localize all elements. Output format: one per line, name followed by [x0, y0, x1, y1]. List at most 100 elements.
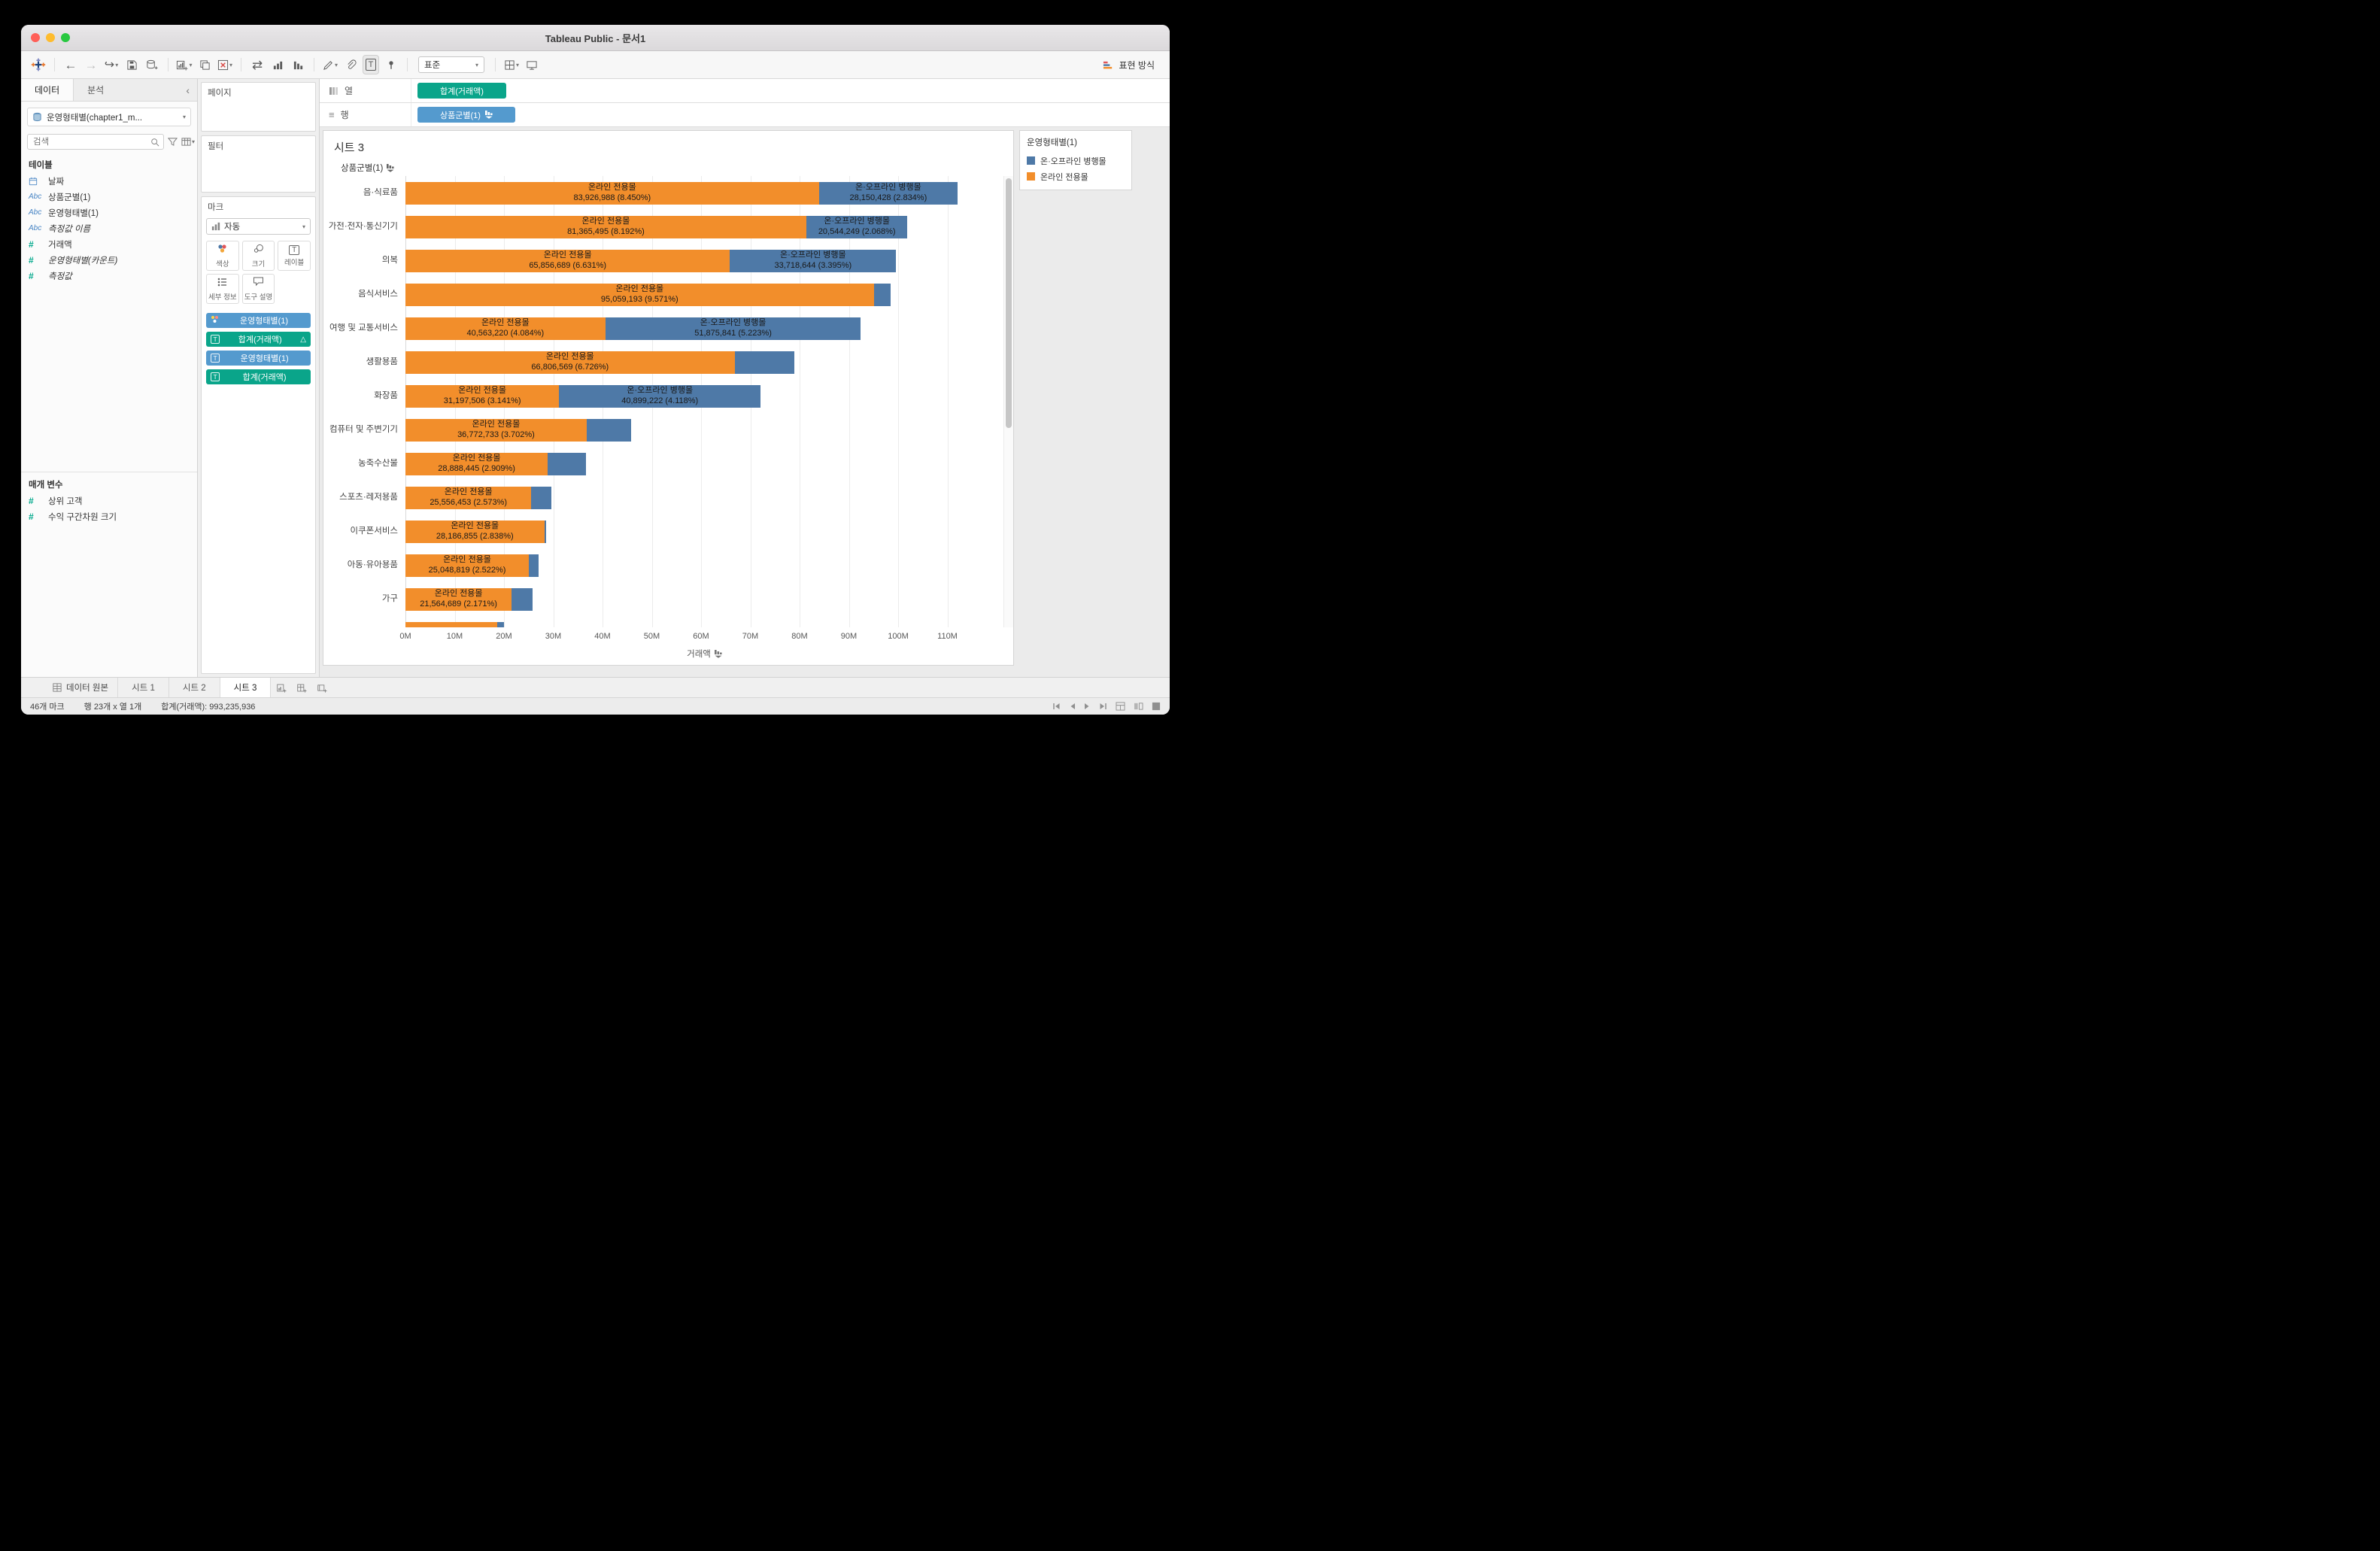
first-story-point-icon[interactable] — [1052, 703, 1061, 710]
category-label[interactable]: 가전·전자·통신기기 — [328, 222, 398, 231]
legend-item[interactable]: 온·오프라인 병행몰 — [1027, 153, 1125, 168]
category-label[interactable]: 음·식료품 — [363, 188, 398, 197]
tableau-logo-icon[interactable] — [30, 55, 47, 74]
bar-segment-hybrid-mall[interactable] — [548, 452, 587, 475]
new-worksheet-button[interactable]: ▾ — [176, 55, 193, 74]
bar-segment-hybrid-mall[interactable] — [544, 520, 547, 543]
bar-segment-hybrid-mall[interactable]: 온·오프라인 병행몰 40,899,222 (4.118%) — [559, 384, 761, 408]
presentation-mode-button[interactable] — [524, 55, 540, 74]
category-label[interactable]: 농축수산물 — [358, 459, 398, 468]
category-label[interactable]: 가구 — [381, 594, 398, 603]
bar-segment-online-mall[interactable]: 온라인 전용몰 83,926,988 (8.450%) — [405, 181, 819, 205]
back-button[interactable]: ← — [64, 57, 77, 72]
bar-segment-hybrid-mall[interactable] — [496, 621, 504, 627]
mark-pill[interactable]: T 합계(거래액) — [206, 369, 311, 384]
save-button[interactable] — [123, 55, 140, 74]
redo-button[interactable]: ↪ ▾ — [103, 55, 120, 74]
previous-icon[interactable] — [1069, 703, 1076, 710]
category-label[interactable]: 컴퓨터 및 주변기기 — [329, 425, 398, 434]
bar-segment-online-mall[interactable]: 온라인 전용몰 28,186,855 (2.838%) — [405, 520, 545, 543]
pages-card[interactable]: 페이지 — [201, 82, 316, 132]
duplicate-sheet-button[interactable] — [196, 55, 213, 74]
bar-segment-online-mall[interactable]: 온라인 전용몰 40,563,220 (4.084%) — [405, 317, 606, 340]
category-label[interactable]: 여행 및 교통서비스 — [329, 323, 398, 332]
table-field-row[interactable]: # 상위 고객 — [21, 493, 197, 508]
new-datasource-button[interactable] — [144, 55, 160, 74]
sort-ascending-button[interactable] — [269, 55, 286, 74]
tab-data[interactable]: 데이터 — [21, 79, 74, 101]
clear-sheet-button[interactable]: ▾ — [217, 55, 233, 74]
bar-segment-online-mall[interactable]: 온라인 전용몰 25,048,819 (2.522%) — [405, 554, 530, 577]
collapse-pane-button[interactable]: ‹ — [186, 83, 190, 96]
mark-pill[interactable]: 운영형태별(1) — [206, 313, 311, 328]
bar-segment-hybrid-mall[interactable] — [873, 283, 891, 306]
mark-pill[interactable]: T 합계(거래액) △ — [206, 332, 311, 347]
sheet-tab-1[interactable]: 시트 1 — [118, 678, 169, 697]
bar-segment-hybrid-mall[interactable]: 온·오프라인 병행몰 33,718,644 (3.395%) — [730, 249, 897, 272]
bar-segment-online-mall[interactable]: 온라인 전용몰 21,564,689 (2.171%) — [405, 587, 512, 611]
mark-button-size[interactable]: 크기 — [241, 241, 275, 271]
mark-type-selector[interactable]: 자동 ▾ — [206, 218, 311, 235]
datasource-chip[interactable]: 운영형태별(chapter1_m... ▾ — [27, 108, 191, 126]
bar-segment-hybrid-mall[interactable] — [512, 587, 533, 611]
mark-button-detail[interactable]: 세부 정보 — [206, 274, 239, 304]
columns-shelf[interactable]: 합계(거래액) — [411, 79, 1170, 102]
row-field-header[interactable]: 상품군별(1) — [323, 156, 1013, 176]
mark-pill[interactable]: T 운영형태별(1) — [206, 351, 311, 366]
table-field-row[interactable]: Abc 운영형태별(1) — [21, 205, 197, 220]
category-label[interactable]: 이쿠폰서비스 — [350, 527, 398, 536]
axis-title[interactable]: 거래액 — [405, 648, 1003, 660]
shelf-pill[interactable]: 합계(거래액) — [417, 83, 506, 99]
mark-button-label[interactable]: T 레이블 — [278, 241, 311, 271]
fix-axes-button[interactable] — [383, 55, 399, 74]
fullscreen-icon[interactable] — [1152, 702, 1161, 711]
bar-segment-online-mall[interactable]: 온라인 전용몰 66,806,569 (6.726%) — [405, 351, 735, 374]
bar-segment-hybrid-mall[interactable] — [531, 486, 551, 509]
filmstrip-icon[interactable] — [1134, 702, 1143, 711]
manage-cells-button[interactable]: ▾ — [503, 55, 520, 74]
close-window-button[interactable] — [31, 33, 40, 42]
view-options-icon[interactable]: ▾ — [181, 137, 195, 147]
new-dashboard-tab-button[interactable] — [291, 678, 311, 697]
category-label[interactable]: 화장품 — [374, 391, 398, 400]
show-me-button[interactable]: 표현 방식 — [1097, 56, 1161, 74]
bar-segment-hybrid-mall[interactable]: 온·오프라인 병행몰 51,875,841 (5.223%) — [605, 317, 861, 340]
show-cards-icon[interactable] — [1116, 702, 1125, 711]
category-label[interactable]: 생활용품 — [366, 357, 398, 366]
sort-icon[interactable] — [387, 163, 394, 172]
bar-segment-online-mall[interactable]: 온라인 전용몰 25,556,453 (2.573%) — [405, 486, 532, 509]
chart-scrollbar[interactable] — [1003, 176, 1013, 627]
scrollbar-thumb[interactable] — [1006, 178, 1012, 428]
category-label[interactable]: 의복 — [381, 256, 398, 265]
sheet-tab-3[interactable]: 시트 3 — [220, 678, 272, 697]
next-icon[interactable] — [1084, 703, 1091, 710]
table-field-row[interactable]: # 거래액 — [21, 236, 197, 252]
fit-selector[interactable]: 표준 ▾ — [418, 56, 484, 73]
show-mark-labels-button[interactable]: T — [363, 55, 379, 74]
filters-card[interactable]: 필터 — [201, 135, 316, 193]
bar-segment-online-mall[interactable]: 온라인 전용몰 65,856,689 (6.631%) — [405, 249, 730, 272]
bar-segment-hybrid-mall[interactable] — [734, 351, 795, 374]
category-label[interactable]: 스포츠·레저용품 — [339, 493, 398, 502]
rows-shelf[interactable]: 상품군별(1) — [411, 103, 1170, 126]
table-field-row[interactable]: 날짜 — [21, 173, 197, 189]
bar-segment-online-mall[interactable]: 온라인 전용몰 31,197,506 (3.141%) — [405, 384, 560, 408]
table-field-row[interactable]: Abc 상품군별(1) — [21, 189, 197, 205]
category-label[interactable]: 아동·유아용품 — [347, 560, 398, 569]
bar-segment-online-mall[interactable]: 온라인 전용몰 95,059,193 (9.571%) — [405, 283, 874, 306]
search-input[interactable] — [32, 136, 150, 147]
filter-fields-icon[interactable] — [168, 137, 178, 147]
sort-descending-button[interactable] — [290, 55, 306, 74]
highlight-button[interactable]: ▾ — [322, 55, 338, 74]
category-label[interactable]: 음식서비스 — [358, 290, 398, 299]
shelf-pill[interactable]: 상품군별(1) — [417, 107, 515, 123]
bar-segment-online-mall[interactable]: 온라인 전용몰 28,888,445 (2.909%) — [405, 452, 548, 475]
table-field-row[interactable]: # 수익 구간차원 크기 — [21, 508, 197, 524]
minimize-window-button[interactable] — [46, 33, 55, 42]
table-field-row[interactable]: # 운영형태별(카운트) — [21, 252, 197, 268]
mark-button-color[interactable]: 색상 — [206, 241, 239, 271]
bar-segment-online-mall[interactable] — [405, 621, 497, 627]
new-worksheet-tab-button[interactable] — [271, 678, 291, 697]
tab-analytics[interactable]: 분석 — [87, 85, 105, 96]
new-story-tab-button[interactable] — [311, 678, 332, 697]
